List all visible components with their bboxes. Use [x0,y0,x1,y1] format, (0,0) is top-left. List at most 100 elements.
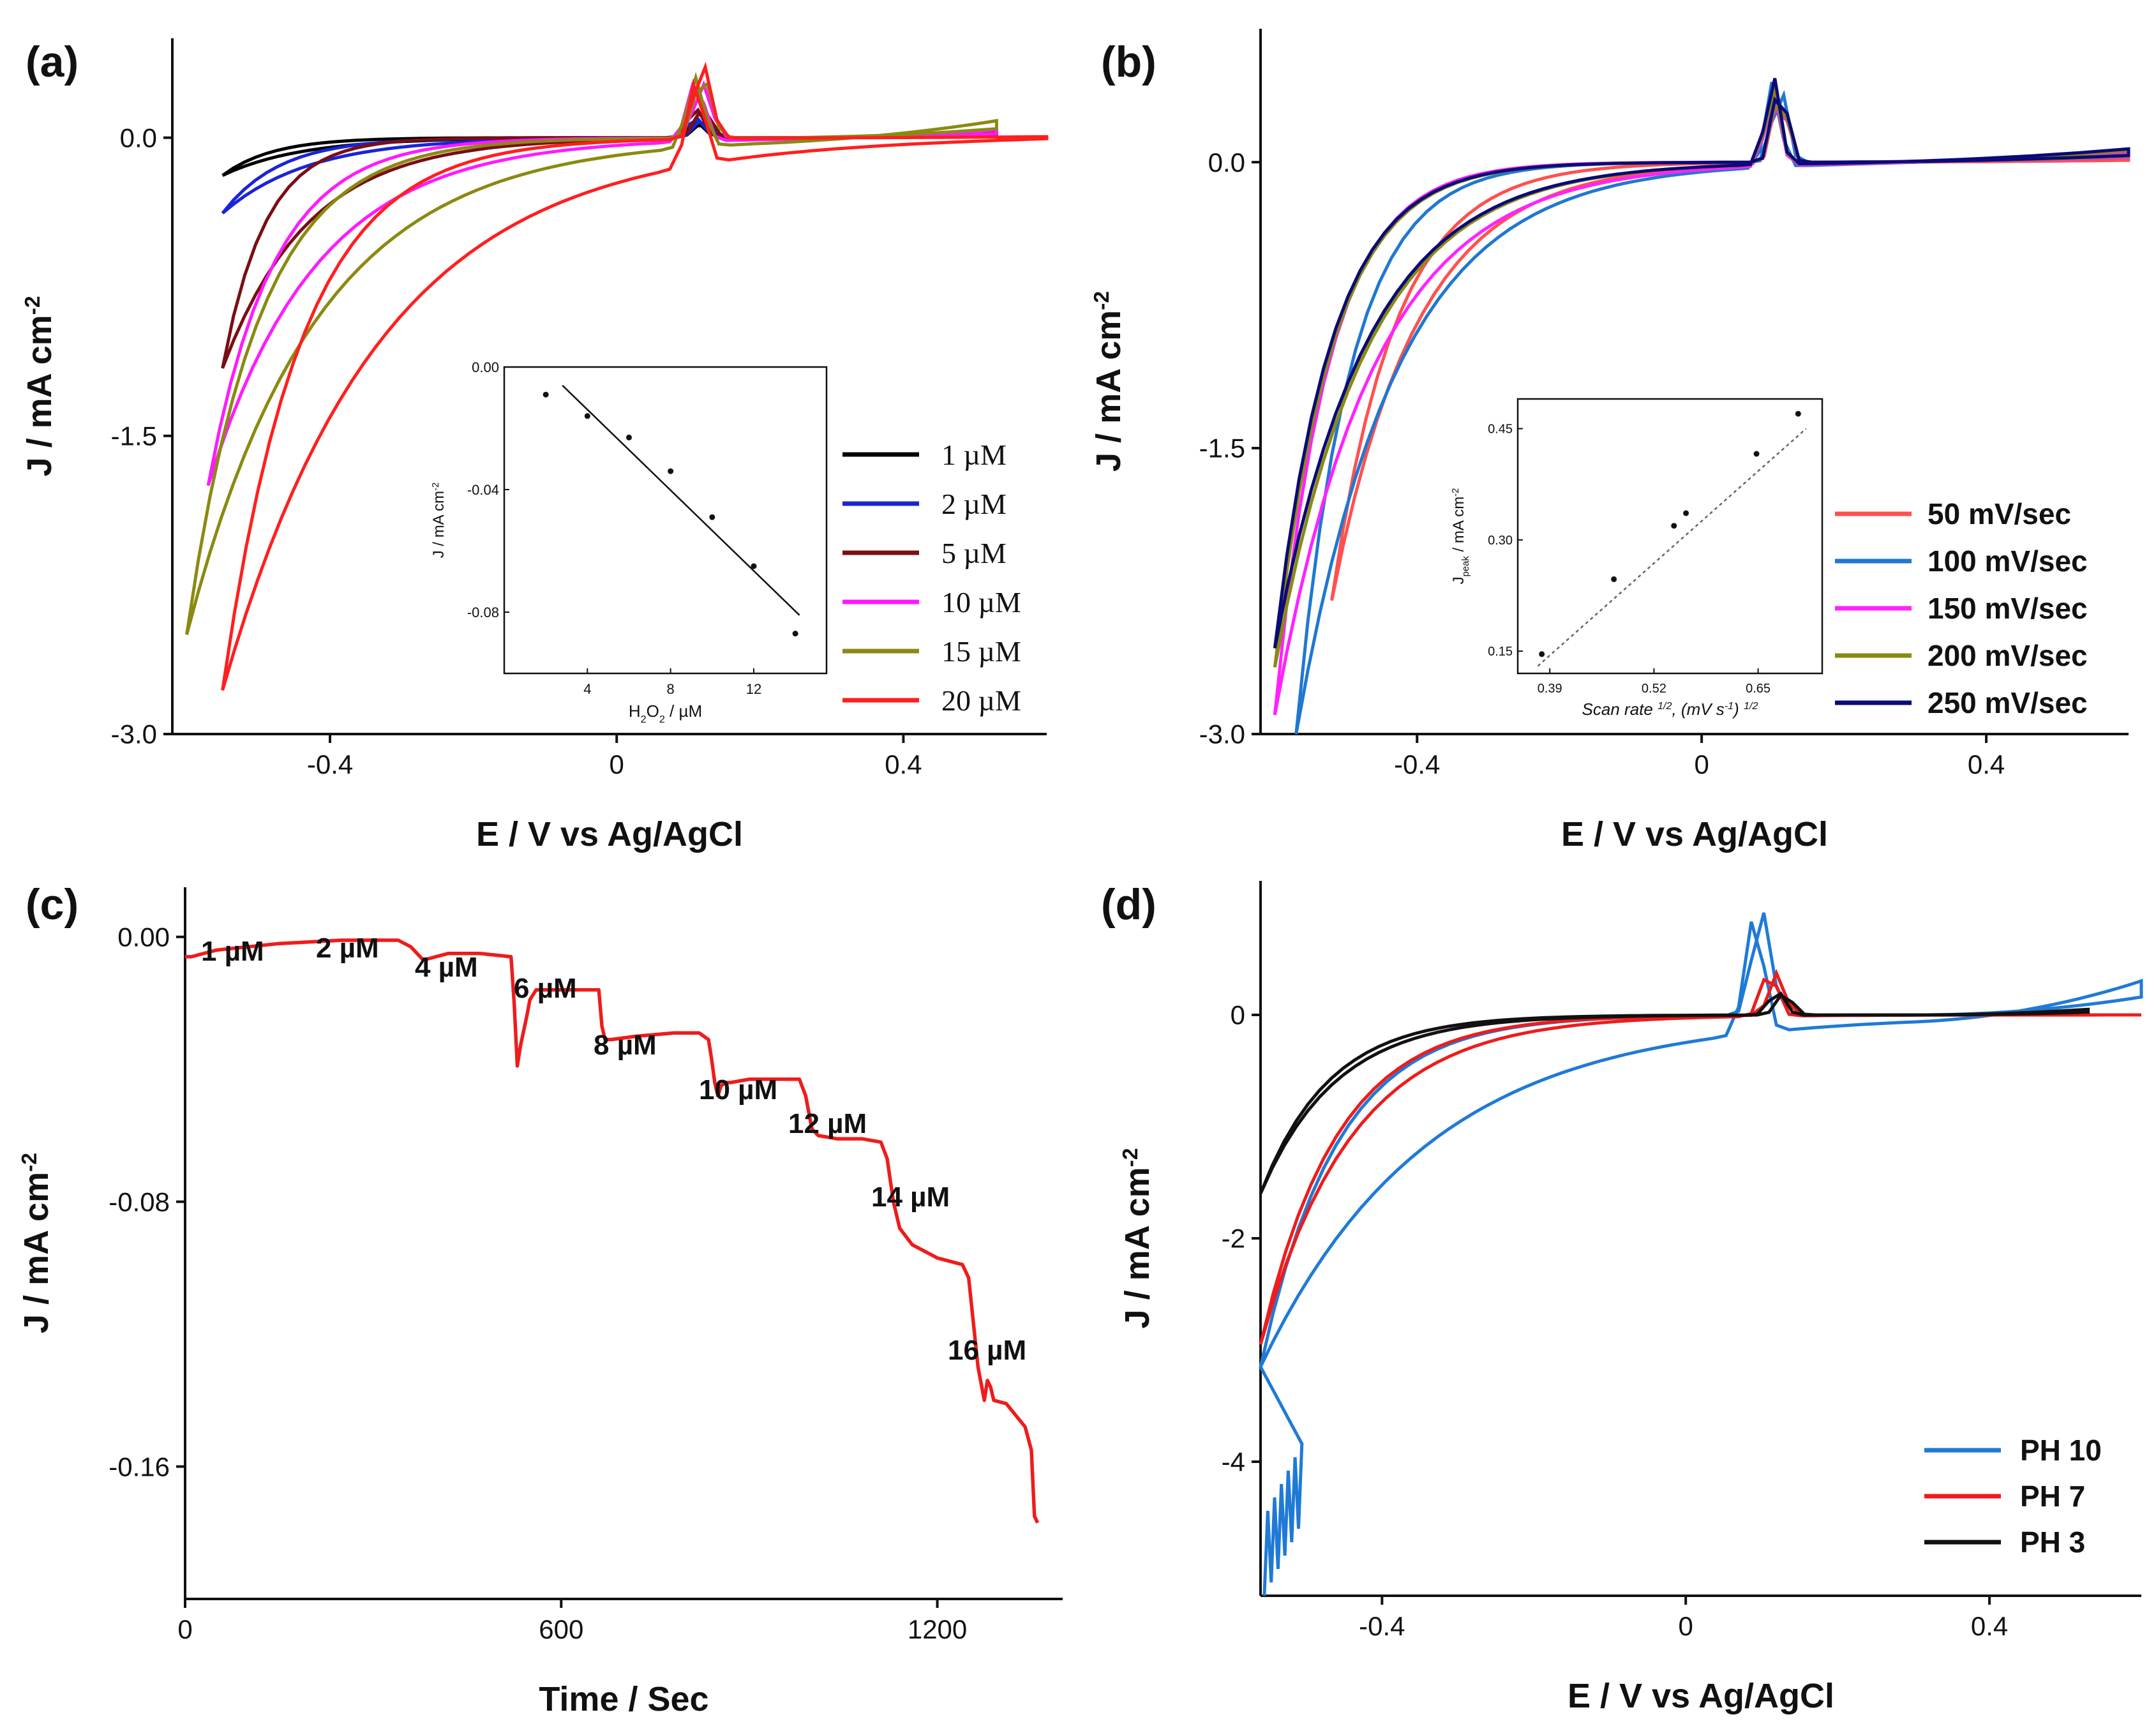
panel-b-legend: 50 mV/sec 100 mV/sec 150 mV/sec 200 mV/sec 2… [1835,497,2088,719]
x-axis-title: E / V vs Ag/AgCl [1561,815,1828,853]
inset-point [1671,523,1677,529]
x-tick-label: 0 [610,749,624,779]
inset-x-tick-label: 0.65 [1746,682,1770,696]
inset-frame [503,366,828,675]
series-line-amperometric [185,938,1040,1524]
y-axis-title: J / mA cm-2 [1089,291,1128,472]
legend-label: 2 µM [941,488,1007,520]
x-tick-label: -0.4 [307,749,353,779]
inset-x-title: Scan rate 1/2, (mV s-1) 1/2 [1582,700,1758,719]
concentration-label: 4 µM [415,952,478,983]
inset-y-tick-label: 0.45 [1488,422,1513,436]
panel-d-plot: -0.4 0 0.4 0 -2 -4 E / V vs Ag/AgCl J / mA cm-2 [1118,881,2143,1715]
panel-b: (b) -0.4 0 0.4 0.0 -1.5 -3.0 E / V vs Ag/AgCl J… [1089,29,2130,853]
inset-point [751,563,757,569]
y-axis-title: J / mA cm-2 [20,296,59,477]
x-tick-label: 0 [177,1614,192,1644]
y-tick-label: 0.0 [120,123,157,153]
legend-label: 5 µM [941,537,1007,569]
inset-frame [1516,398,1823,675]
y-tick-label: -1.5 [1199,433,1245,463]
inset-y-tick-label: -0.04 [467,482,499,498]
inset-y-title: Jpeak / mA cm-2 [1450,488,1471,585]
y-tick-label: 0.0 [1208,147,1245,177]
series-line-4 [206,80,998,486]
y-tick-label: -1.5 [111,421,157,451]
inset-point [668,468,674,474]
inset-point [792,631,798,637]
legend-label: 150 mV/sec [1928,592,2088,625]
panel-a-label: (a) [26,38,79,86]
inset-x-tick-label: 8 [667,681,675,697]
x-tick-label: 0 [1679,1611,1693,1641]
legend-label: 15 µM [941,635,1021,668]
inset-y-tick-label: 0.00 [472,359,499,375]
inset-point [625,434,632,440]
series-line-5 [1273,78,2130,649]
inset-y-tick-label: 0.30 [1488,534,1513,548]
panel-b-inset: 0.39 0.52 0.65 0.15 0.30 0.45 Scan rate 1/2, (… [1450,398,1823,719]
panel-c-plot: 0 600 1200 0.00 -0.08 -0.16 Time / Sec J / mA c… [17,887,1063,1718]
y-tick-label: -3.0 [111,719,157,749]
legend-label: 200 mV/sec [1928,639,2088,672]
x-tick-label: 600 [539,1614,583,1644]
inset-y-tick-label: 0.15 [1488,645,1513,659]
panel-a-plot: -0.4 0 0.4 0.0 -1.5 -3.0 E / V vs Ag/AgCl J / m… [20,38,1049,853]
y-tick-label: -0.16 [109,1452,170,1482]
inset-point [1683,510,1689,516]
x-tick-label: -0.4 [1394,749,1440,779]
legend-label: 20 µM [941,684,1021,717]
series-line-2 [1259,968,2141,1346]
inset-point [709,514,715,520]
panel-d-legend: PH 10 PH 7 PH 3 [1924,1434,2102,1559]
inset-point [1795,410,1801,417]
panel-b-plot: -0.4 0 0.4 0.0 -1.5 -3.0 E / V vs Ag/AgCl J / m… [1089,29,2130,853]
x-axis-title: E / V vs Ag/AgCl [1568,1677,1834,1715]
inset-point [584,413,590,419]
legend-label: 1 µM [941,439,1007,471]
x-tick-label: 0.4 [1971,1611,2008,1641]
inset-point [1611,576,1617,582]
inset-x-title: H2O2 / µM [629,701,702,725]
panel-a-inset: 4 8 12 0.00 -0.04 -0.08 H2O2 / µM J / mA cm-2 [430,359,828,725]
y-tick-label: -2 [1222,1224,1245,1254]
x-axis-title: Time / Sec [539,1680,708,1718]
x-tick-label: 0 [1694,749,1709,779]
inset-x-tick-label: 0.39 [1538,682,1562,696]
concentration-label: 1 µM [201,936,264,967]
inset-x-tick-label: 12 [746,681,761,697]
y-axis-title: J / mA cm-2 [17,1153,56,1333]
concentration-label: 12 µM [788,1108,867,1139]
inset-fit-line [1537,428,1807,667]
panel-b-label: (b) [1101,38,1157,86]
legend-label: 50 mV/sec [1928,497,2071,530]
legend-label: 100 mV/sec [1928,544,2088,578]
legend-label: PH 7 [2020,1480,2085,1513]
inset-fit-line [562,384,800,616]
inset-y-title: J / mA cm-2 [430,483,447,559]
y-tick-label: 0 [1231,1000,1245,1030]
concentration-label: 6 µM [514,973,577,1004]
panel-c-label: (c) [26,880,79,929]
series-line-5 [185,71,998,635]
inset-point [543,391,549,398]
concentration-label: 16 µM [948,1335,1026,1366]
legend-label: PH 10 [2020,1434,2102,1467]
panel-d-label: (d) [1101,880,1157,929]
series-line-3 [1259,991,2090,1195]
panel-c: (c) 0 600 1200 0.00 -0.08 -0.16 Time / Sec J / … [17,880,1063,1718]
y-tick-label: -0.08 [109,1187,170,1217]
y-tick-label: 0.00 [117,922,170,952]
inset-point [1753,451,1760,457]
inset-x-tick-label: 0.52 [1642,682,1666,696]
x-axis-title: E / V vs Ag/AgCl [476,815,743,853]
x-tick-label: 0.4 [885,749,922,779]
inset-y-tick-label: -0.08 [467,604,499,620]
x-tick-label: 0.4 [1968,749,2005,779]
y-tick-label: -3.0 [1199,719,1245,749]
concentration-label: 2 µM [316,933,379,964]
series-line-1 [1330,90,2130,601]
series-line-6 [221,61,1049,691]
concentration-label: 8 µM [594,1030,657,1061]
